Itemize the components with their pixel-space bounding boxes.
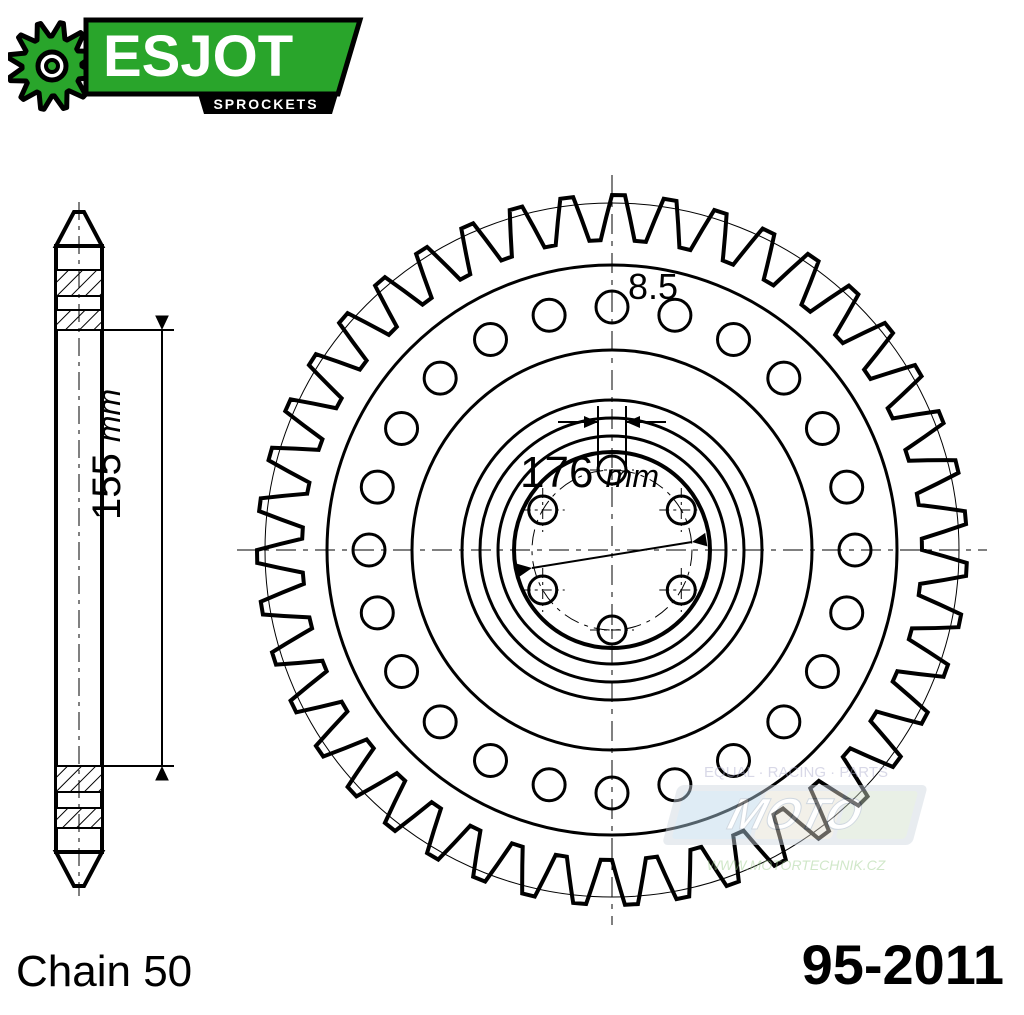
dim-inner: 155 mm [85,389,130,520]
dim-inner-value: 155 [85,453,129,520]
dim-bolt-circle: 176 mm [520,448,659,498]
watermark-tagline: EQUAL · RACING · PARTS [704,764,888,781]
dim-bolt-circle-value: 176 [520,448,593,497]
dim-thickness-value: 8.5 [628,266,678,307]
watermark-url: WWW.MOTORTECHNIK.CZ [707,857,886,873]
part-number: 95-2011 [802,932,1004,997]
dim-inner-unit: mm [91,389,127,442]
dim-thickness: 8.5 [628,266,678,308]
brand-badge: ESJOT SPROCKETS [8,14,368,119]
dim-bolt-circle-unit: mm [606,458,659,494]
chain-label: Chain 50 [16,947,192,997]
svg-text:MOTO: MOTO [723,790,867,839]
brand-gear-icon [9,23,96,110]
watermark: EQUAL · RACING · PARTS MOTO WWW.MOTORTEC… [646,755,946,895]
brand-subtitle: SPROCKETS [213,96,318,112]
brand-name: ESJOT [103,24,293,89]
